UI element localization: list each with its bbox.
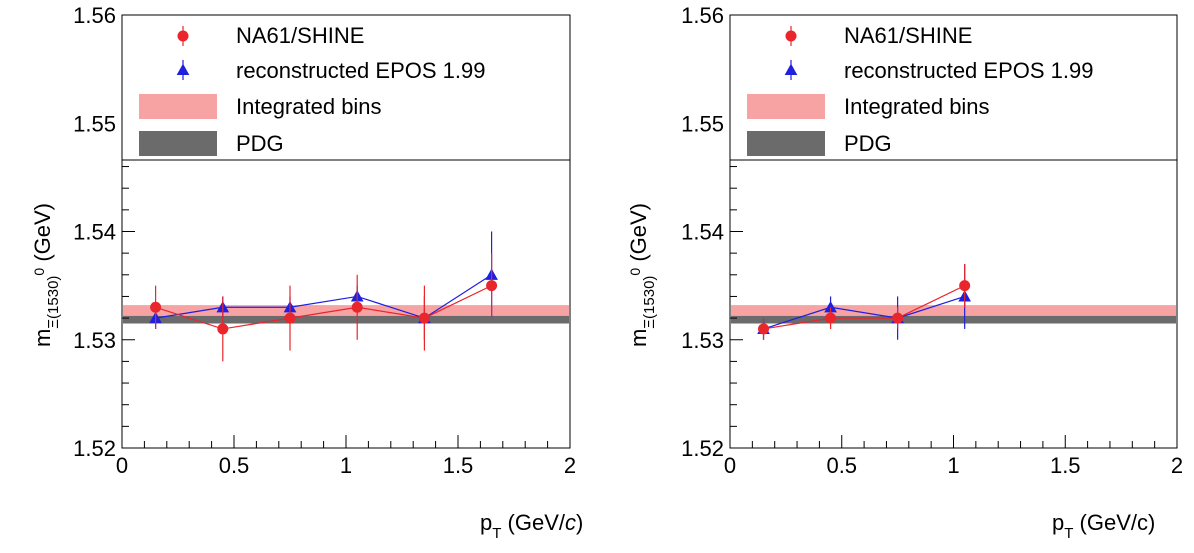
series-na61 xyxy=(758,263,971,340)
data-point xyxy=(150,301,162,313)
data-point xyxy=(824,300,837,313)
x-tick-label: 2 xyxy=(1171,453,1183,478)
y-tick-label: 1.56 xyxy=(73,3,116,28)
y-tick-label: 1.52 xyxy=(681,436,724,461)
y-tick-label: 1.54 xyxy=(73,220,116,245)
data-point xyxy=(351,301,363,313)
legend-swatch-integrated xyxy=(747,94,825,119)
legend-label-epos: reconstructed EPOS 1.99 xyxy=(844,58,1093,83)
data-point xyxy=(758,323,770,335)
y-tick-label: 1.56 xyxy=(681,3,724,28)
x-axis-label: pT (GeV/c) xyxy=(1052,510,1155,542)
y-tick-label: 1.53 xyxy=(681,328,724,353)
integrated-bins-band xyxy=(123,305,569,320)
series-epos xyxy=(757,263,971,340)
x-tick-label: 0.5 xyxy=(219,453,250,478)
data-point xyxy=(217,323,229,335)
pdg-band xyxy=(123,315,569,324)
legend: NA61/SHINE reconstructed EPOS 1.99 Integra… xyxy=(121,14,571,161)
series-line xyxy=(155,285,492,330)
legend-label-integrated: Integrated bins xyxy=(844,94,990,119)
legend: NA61/SHINE reconstructed EPOS 1.99 Integra… xyxy=(729,14,1178,161)
legend-swatch-pdg xyxy=(747,131,825,156)
x-tick-label: 1.5 xyxy=(443,453,474,478)
legend-label-na61: NA61/SHINE xyxy=(844,23,972,48)
series-line xyxy=(155,274,492,319)
data-point xyxy=(486,280,498,292)
series-line xyxy=(763,295,965,330)
y-tick-label: 1.53 xyxy=(73,328,116,353)
legend-marker-na61 xyxy=(177,30,189,42)
x-tick-label: 1.5 xyxy=(1050,453,1081,478)
series-na61 xyxy=(150,253,498,362)
data-point xyxy=(825,312,837,324)
panel-1: 1.521.531.541.551.560 0.5 1 1.5 2NA61/SHINEr… xyxy=(30,3,583,542)
y-tick-label: 1.55 xyxy=(73,111,116,136)
data-point xyxy=(892,312,904,324)
x-tick-label: 1 xyxy=(340,453,352,478)
legend-marker-epos xyxy=(176,63,190,76)
y-axis-label: mΞ(1530)0 (GeV) xyxy=(30,203,62,347)
x-tick-label: 1 xyxy=(947,453,959,478)
pdg-band xyxy=(731,315,1176,324)
data-point xyxy=(959,280,971,292)
legend-label-integrated: Integrated bins xyxy=(236,94,382,119)
x-tick-label: 0 xyxy=(116,453,128,478)
x-tick-label: 0.5 xyxy=(826,453,857,478)
legend-label-epos: reconstructed EPOS 1.99 xyxy=(236,58,485,83)
legend-marker-na61 xyxy=(785,30,797,42)
legend-label-na61: NA61/SHINE xyxy=(236,23,364,48)
y-tick-label: 1.55 xyxy=(681,111,724,136)
x-tick-label: 2 xyxy=(564,453,576,478)
series-line xyxy=(763,285,965,330)
legend-marker-epos xyxy=(784,63,798,76)
legend-label-pdg: PDG xyxy=(844,131,892,156)
legend-swatch-pdg xyxy=(139,131,217,156)
y-tick-label: 1.52 xyxy=(73,436,116,461)
legend-label-pdg: PDG xyxy=(236,131,284,156)
y-axis-label: mΞ(1530)0 (GeV) xyxy=(626,203,658,347)
y-tick-label: 1.54 xyxy=(681,220,724,245)
panel-2: 1.521.531.541.551.560 0.5 1 1.5 2NA61/SHINEr… xyxy=(626,3,1183,542)
data-point xyxy=(284,312,296,324)
x-tick-label: 0 xyxy=(724,453,736,478)
x-axis-label: pT (GeV/c) xyxy=(480,510,583,542)
data-point xyxy=(418,312,430,324)
legend-swatch-integrated xyxy=(139,94,217,119)
